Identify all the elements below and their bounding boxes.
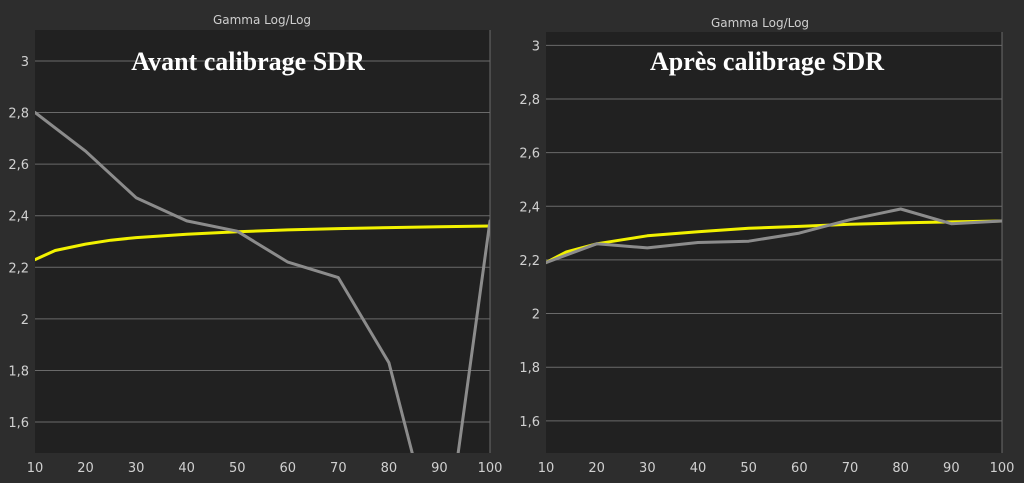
- target-gamma-line: [35, 224, 490, 262]
- x-tick-label: 40: [178, 461, 195, 476]
- y-tick-label: 1,6: [8, 416, 29, 431]
- y-tick-label: 1,8: [8, 364, 29, 379]
- chart-title-before: Gamma Log/Log: [213, 13, 311, 27]
- overlay-label-after: Après calibrage SDR: [650, 47, 884, 76]
- chart-title-after: Gamma Log/Log: [711, 16, 809, 30]
- ticks-before: 1,6 1,8 2 2,2 2,4 2,6 2,8 3 10 20 30 40 50 60 70 80 90 10…: [8, 55, 502, 476]
- chart-panel-after: Gamma Log/Log 1,6 1,8 2 2,2 2,4 2,6 2,8 3 10 20 30…: [519, 16, 1014, 476]
- x-tick-label: 10: [27, 461, 44, 476]
- grid-before: [35, 30, 491, 453]
- y-tick-label: 2,2: [8, 261, 29, 276]
- x-tick-label: 100: [990, 461, 1015, 476]
- y-tick-label: 1,8: [519, 361, 540, 376]
- ticks-after: 1,6 1,8 2 2,2 2,4 2,6 2,8 3 10 20 30 40 50 60 70 80 90 10…: [519, 39, 1014, 476]
- x-tick-label: 90: [943, 461, 960, 476]
- series-layer-after: [546, 207, 1002, 265]
- measured-gamma-line: [546, 207, 1002, 265]
- y-tick-label: 2: [21, 313, 29, 328]
- plot-area-after: [546, 32, 1002, 453]
- x-tick-label: 10: [538, 461, 555, 476]
- y-tick-label: 2,4: [519, 200, 540, 215]
- y-tick-label: 2: [532, 308, 540, 323]
- x-tick-label: 60: [791, 461, 808, 476]
- x-tick-label: 40: [690, 461, 707, 476]
- y-tick-label: 2,8: [519, 93, 540, 108]
- series-layer-before: [35, 111, 490, 453]
- x-tick-label: 50: [740, 461, 757, 476]
- y-tick-label: 3: [21, 55, 29, 70]
- x-tick-label: 50: [229, 461, 246, 476]
- x-tick-label: 20: [77, 461, 94, 476]
- x-tick-label: 60: [280, 461, 297, 476]
- x-tick-label: 30: [128, 461, 145, 476]
- y-tick-label: 2,4: [8, 210, 29, 225]
- y-tick-label: 2,8: [8, 107, 29, 122]
- measured-gamma-line: [35, 111, 490, 453]
- y-tick-label: 2,6: [519, 147, 540, 162]
- x-tick-label: 100: [478, 461, 503, 476]
- grid-after: [546, 32, 1003, 453]
- overlay-label-before: Avant calibrage SDR: [131, 47, 365, 76]
- x-tick-label: 80: [892, 461, 909, 476]
- y-tick-label: 1,6: [519, 415, 540, 430]
- chart-panel-before: Gamma Log/Log 1,6 1,8 2 2,2 2,4 2,6 2,8 3 10 20 30…: [8, 13, 502, 476]
- x-tick-label: 70: [330, 461, 347, 476]
- x-tick-label: 30: [639, 461, 656, 476]
- x-tick-label: 90: [431, 461, 448, 476]
- x-tick-label: 80: [381, 461, 398, 476]
- x-tick-label: 20: [588, 461, 605, 476]
- y-tick-label: 2,2: [519, 254, 540, 269]
- x-tick-label: 70: [842, 461, 859, 476]
- y-tick-label: 3: [532, 39, 540, 54]
- y-tick-label: 2,6: [8, 158, 29, 173]
